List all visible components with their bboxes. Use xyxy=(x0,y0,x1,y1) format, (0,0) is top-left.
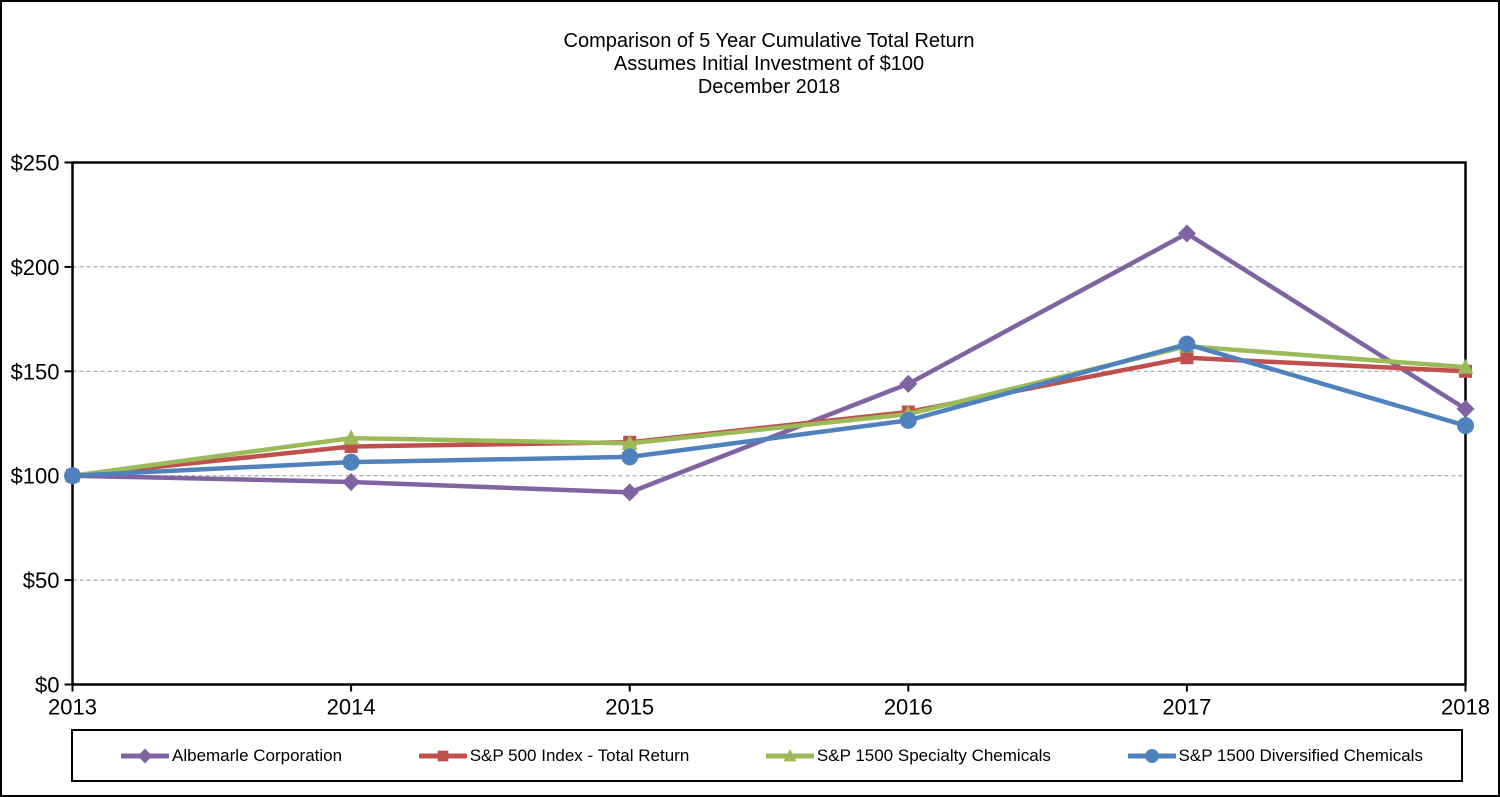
y-axis-tick-label: $50 xyxy=(23,568,60,593)
y-axis-tick-label: $0 xyxy=(35,673,59,698)
marker-diamond-icon xyxy=(1177,224,1196,243)
x-axis-tick-label: 2016 xyxy=(884,695,933,720)
marker-diamond-icon xyxy=(899,374,918,393)
marker-diamond-icon xyxy=(137,748,153,763)
legend-item-s-p-1500-diversified-chemicals: S&P 1500 Diversified Chemicals xyxy=(1127,744,1423,768)
series-line-s-p-1500-diversified-chemicals xyxy=(70,341,1468,478)
marker-triangle-icon xyxy=(1457,358,1474,374)
marker-circle-icon xyxy=(342,453,360,471)
x-axis-tick-label: 2018 xyxy=(1441,695,1490,720)
series-line-s-p-1500-specialty-chemicals xyxy=(70,343,1468,478)
marker-diamond-icon xyxy=(620,483,639,502)
marker-triangle-icon xyxy=(621,434,638,450)
legend-item-s-p-1500-specialty-chemicals: S&P 1500 Specialty Chemicals xyxy=(765,744,1051,768)
chart-title-block: Comparison of 5 Year Cumulative Total Re… xyxy=(72,30,1466,99)
legend-swatch-triangle-icon xyxy=(765,748,814,761)
chart-subtitle: Assumes Initial Investment of $100 xyxy=(613,53,925,75)
x-axis-tick-label: 2013 xyxy=(48,695,97,720)
plot-frame xyxy=(71,161,1467,686)
marker-circle-icon xyxy=(899,411,917,429)
marker-circle-icon xyxy=(1178,335,1196,353)
marker-circle-icon xyxy=(1457,417,1474,435)
marker-square-icon xyxy=(1180,351,1194,365)
legend-item-albemarle-corporation: Albemarle Corporation xyxy=(121,744,342,768)
marker-circle-icon xyxy=(64,467,81,485)
marker-diamond-icon xyxy=(342,472,361,491)
chart-date: December 2018 xyxy=(697,76,841,98)
legend-swatch-circle-icon xyxy=(1127,748,1176,763)
legend-label: S&P 500 Index - Total Return xyxy=(469,745,690,765)
series-line-s-p-500-index-total-return xyxy=(70,355,1468,478)
legend-label: S&P 1500 Specialty Chemicals xyxy=(816,745,1051,765)
legend-item-s-p-500-index-total-return: S&P 500 Index - Total Return xyxy=(418,744,690,768)
marker-triangle-icon xyxy=(343,429,360,445)
legend-swatch-square-icon xyxy=(418,750,467,761)
y-axis-tick-label: $150 xyxy=(11,359,60,384)
y-axis-tick-label: $100 xyxy=(11,464,60,489)
marker-diamond-icon xyxy=(1456,399,1475,418)
marker-triangle-icon xyxy=(783,748,797,761)
chart-legend: Albemarle Corporation S&P 500 Index - Tot… xyxy=(71,729,1463,782)
legend-label: S&P 1500 Diversified Chemicals xyxy=(1178,745,1423,765)
legend-label: Albemarle Corporation xyxy=(172,745,343,765)
x-axis-tick-label: 2017 xyxy=(1162,695,1211,720)
y-axis-tick-label: $200 xyxy=(11,255,60,280)
marker-circle-icon xyxy=(621,448,639,466)
marker-circle-icon xyxy=(1144,748,1159,763)
x-axis-tick-label: 2015 xyxy=(605,695,654,720)
marker-square-icon xyxy=(437,750,449,761)
x-axis-tick-label: 2014 xyxy=(327,695,376,720)
legend-swatch-diamond-icon xyxy=(121,748,169,763)
y-axis-tick-label: $250 xyxy=(11,151,60,176)
chart-title: Comparison of 5 Year Cumulative Total Re… xyxy=(563,30,975,52)
